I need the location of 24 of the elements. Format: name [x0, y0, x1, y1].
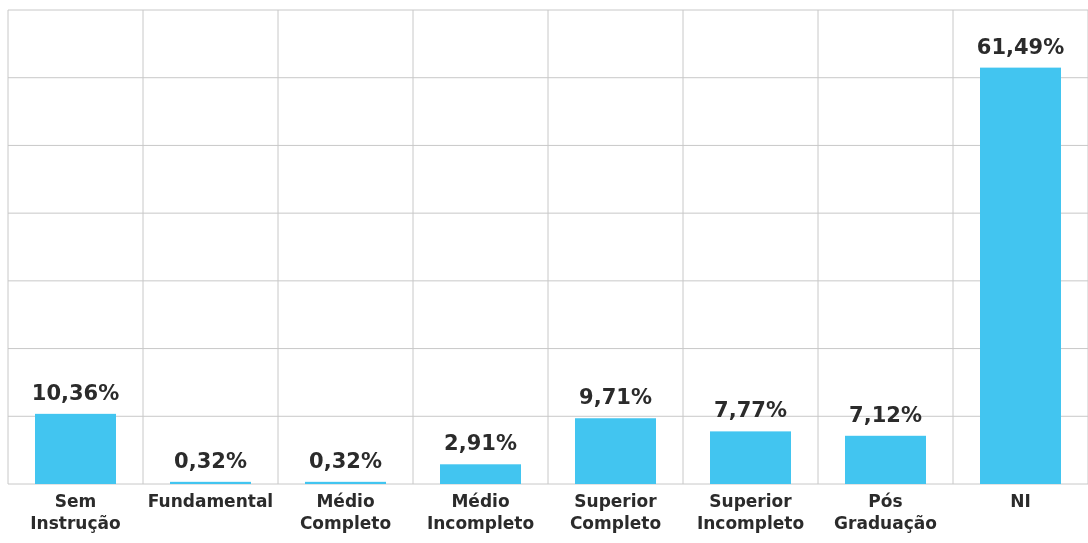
x-tick-label: Superior Incompleto [696, 491, 805, 533]
bar [440, 464, 521, 484]
x-tick-label: Pós Graduação [834, 491, 937, 533]
data-label: 0,32% [309, 448, 382, 473]
data-label: 0,32% [174, 448, 247, 473]
bar [710, 431, 791, 484]
bar [35, 413, 116, 484]
x-tick-label: Médio Completo [299, 491, 392, 533]
data-label: 7,12% [849, 402, 922, 427]
x-tick-label: Superior Completo [569, 491, 662, 533]
x-tick-label: Sem Instrução [30, 491, 121, 533]
data-label: 7,77% [714, 398, 787, 423]
x-tick-label: NI [1010, 491, 1031, 511]
data-label: 10,36% [31, 380, 120, 405]
data-label: 61,49% [976, 34, 1065, 59]
x-tick-label: Fundamental [147, 491, 274, 511]
data-label: 2,91% [444, 431, 517, 456]
bar [575, 418, 656, 484]
bar [980, 67, 1061, 484]
x-tick-label: Médio Incompleto [426, 491, 535, 533]
data-label: 9,71% [579, 385, 652, 410]
bar [305, 481, 386, 484]
bar [845, 435, 926, 484]
bar [170, 481, 251, 484]
